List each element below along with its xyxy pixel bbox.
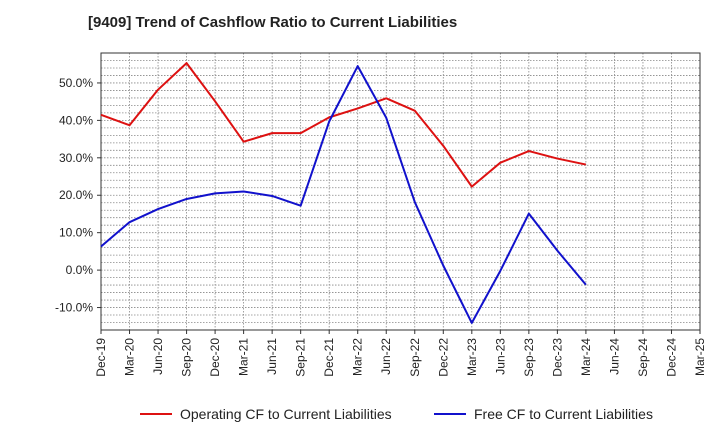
x-tick-label: Dec-21 bbox=[322, 338, 336, 377]
series-layer bbox=[100, 62, 587, 324]
y-tick-label: 40.0% bbox=[59, 113, 93, 127]
x-tick-label: Mar-23 bbox=[465, 338, 479, 376]
x-tick-label: Sep-22 bbox=[408, 338, 422, 377]
series-line-2 bbox=[100, 65, 587, 324]
x-tick-label: Sep-20 bbox=[180, 338, 194, 377]
y-tick-label: 0.0% bbox=[66, 263, 94, 277]
plot-background bbox=[101, 53, 700, 330]
y-tick-label: 50.0% bbox=[59, 76, 93, 90]
y-tick-label: 30.0% bbox=[59, 151, 93, 165]
y-tick-label: 10.0% bbox=[59, 226, 93, 240]
grid-layer bbox=[100, 52, 701, 331]
x-tick-label: Sep-21 bbox=[294, 338, 308, 377]
x-tick-label: Mar-21 bbox=[237, 338, 251, 376]
chart-title: [9409] Trend of Cashflow Ratio to Curren… bbox=[88, 14, 458, 31]
x-tick-label: Dec-22 bbox=[436, 338, 450, 377]
legend: Operating CF to Current Liabilities Free … bbox=[140, 406, 653, 422]
x-tick-label: Sep-23 bbox=[522, 338, 536, 377]
x-tick-label: Dec-20 bbox=[208, 338, 222, 377]
x-tick-label: Jun-23 bbox=[493, 338, 507, 375]
x-tick-label: Dec-24 bbox=[664, 338, 678, 377]
x-tick-label: Mar-24 bbox=[579, 338, 593, 376]
x-tick-label: Mar-22 bbox=[351, 338, 365, 376]
plot-frame bbox=[100, 52, 701, 331]
x-tick-label: Dec-19 bbox=[94, 338, 108, 377]
y-tick-label: -10.0% bbox=[55, 301, 93, 315]
legend-label-1: Operating CF to Current Liabilities bbox=[180, 406, 392, 422]
y-tick-label: 20.0% bbox=[59, 188, 93, 202]
x-tick-label: Sep-24 bbox=[636, 338, 650, 377]
x-tick-label: Jun-21 bbox=[265, 338, 279, 375]
x-tick-label: Jun-22 bbox=[379, 338, 393, 375]
axis-layer: -10.0% 0.0% 10.0% 20.0% 30.0% 40.0% 50.0% Dec-1… bbox=[55, 52, 707, 377]
series-line-1 bbox=[100, 62, 587, 188]
x-tick-label: Jun-24 bbox=[607, 338, 621, 375]
x-tick-label: Mar-20 bbox=[123, 338, 137, 376]
legend-label-2: Free CF to Current Liabilities bbox=[474, 406, 653, 422]
x-tick-label: Dec-23 bbox=[550, 338, 564, 377]
x-tick-label: Jun-20 bbox=[151, 338, 165, 375]
x-tick-label: Mar-25 bbox=[693, 338, 707, 376]
